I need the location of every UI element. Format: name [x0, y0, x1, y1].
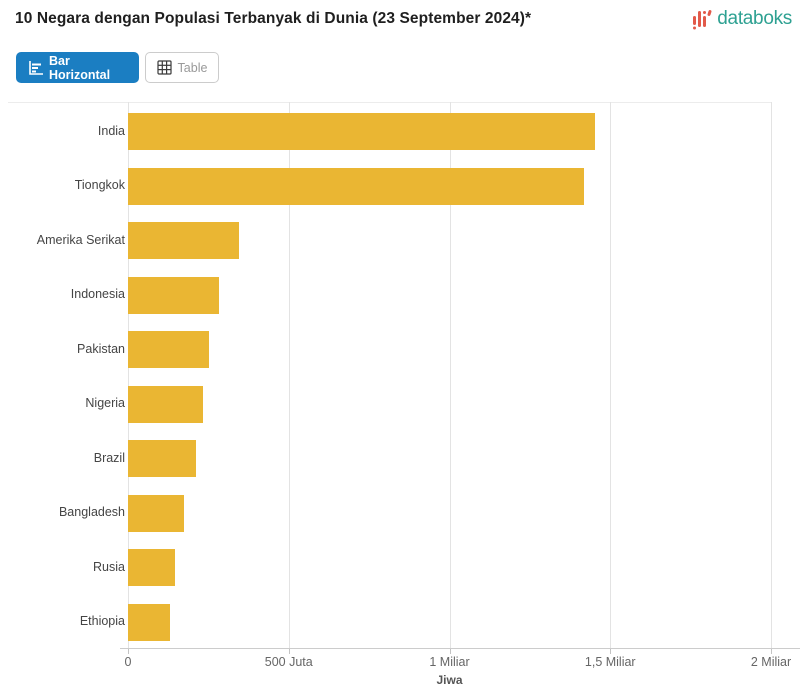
gridline [449, 102, 451, 648]
category-label-tiongkok: Tiongkok [74, 178, 125, 193]
bar-horizontal-icon [29, 60, 43, 75]
databoks-bars-icon [692, 7, 714, 31]
databoks-logo[interactable]: databoks [692, 7, 792, 31]
category-label-indonesia: Indonesia [70, 287, 125, 302]
x-tick-label: 1,5 Miliar [584, 655, 636, 669]
category-label-amerika-serikat: Amerika Serikat [36, 232, 125, 247]
bar-bangladesh[interactable] [128, 494, 184, 532]
table-grid-icon [156, 60, 172, 75]
x-tick-mark [288, 649, 290, 654]
bar-pakistan[interactable] [128, 331, 209, 369]
bar-chart: 0 500 Juta 1 Miliar 1,5 Miliar 2 Miliar Jiwa I… [0, 95, 800, 698]
bar-tiongkok[interactable] [128, 167, 585, 205]
gridline [128, 102, 129, 648]
header: 10 Negara dengan Populasi Terbanyak di D… [0, 0, 800, 44]
category-label-nigeria: Nigeria [85, 396, 125, 411]
category-label-brazil: Brazil [93, 450, 125, 465]
bar-ethiopia[interactable] [128, 603, 171, 641]
x-axis-line [120, 648, 800, 649]
gridline [610, 102, 612, 648]
databoks-logo-text: databoks [717, 8, 792, 29]
bar-indonesia[interactable] [128, 276, 220, 314]
bar-horizontal-button[interactable]: Bar Horizontal [16, 52, 139, 83]
plot-top-border [8, 102, 771, 103]
table-button[interactable]: Table [145, 52, 219, 83]
x-tick-label: 0 [124, 655, 132, 669]
category-label-bangladesh: Bangladesh [58, 505, 125, 520]
category-label-ethiopia: Ethiopia [79, 614, 125, 629]
x-tick-label: 1 Miliar [429, 655, 470, 669]
bar-amerika-serikat[interactable] [128, 222, 240, 260]
x-axis-title: Jiwa [436, 673, 463, 687]
chart-title: 10 Negara dengan Populasi Terbanyak di D… [15, 10, 532, 27]
bar-horizontal-label: Bar Horizontal [49, 53, 111, 82]
x-tick-label: 500 Juta [264, 655, 313, 669]
category-label-pakistan: Pakistan [77, 341, 125, 356]
bar-rusia[interactable] [128, 549, 175, 587]
bar-india[interactable] [128, 113, 595, 150]
x-tick-label: 2 Miliar [750, 655, 792, 669]
x-tick-mark [128, 649, 129, 654]
gridline [288, 102, 290, 648]
bar-nigeria[interactable] [128, 385, 203, 423]
x-tick-mark [610, 649, 612, 654]
category-label-rusia: Rusia [93, 559, 125, 574]
view-toolbar: Bar Horizontal Table [16, 52, 219, 83]
gridline [771, 102, 772, 648]
table-label: Table [177, 60, 208, 75]
x-tick-mark [771, 649, 772, 654]
bar-brazil[interactable] [128, 440, 197, 478]
x-tick-mark [449, 649, 451, 654]
category-label-india: India [97, 123, 125, 138]
